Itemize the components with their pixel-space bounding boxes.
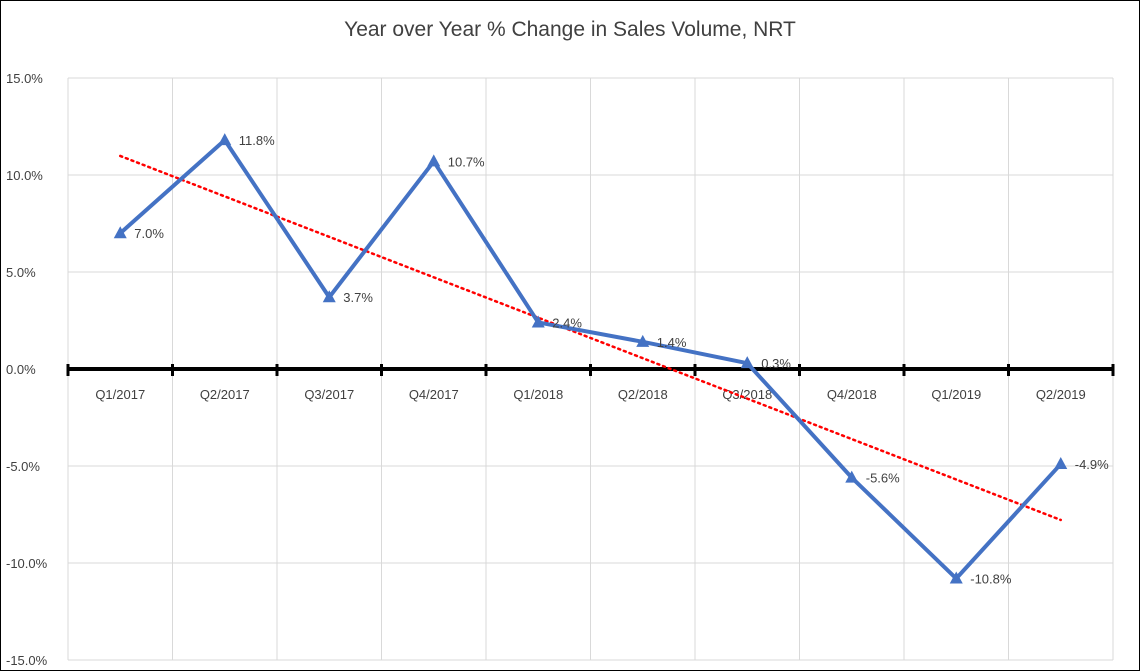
series-line [118, 138, 1063, 581]
x-tick-label: Q2/2019 [1036, 387, 1086, 402]
data-label: 10.7% [448, 154, 485, 169]
data-label: -4.9% [1075, 457, 1109, 472]
triangle-marker [949, 571, 963, 584]
triangle-marker [322, 290, 336, 303]
data-label: 1.4% [657, 335, 687, 350]
data-labels: 7.0% 11.8% 3.7% 10.7% 2.4% 1.4% 0.3% -5.6% -10.8… [134, 133, 1109, 586]
triangle-marker [740, 356, 754, 369]
x-tick-label: Q1/2017 [95, 387, 145, 402]
triangle-marker [531, 315, 545, 328]
y-tick-label: -15.0% [6, 653, 48, 668]
data-label: 7.0% [134, 226, 164, 241]
y-tick-label: 10.0% [6, 168, 43, 183]
x-tick-label: Q4/2018 [827, 387, 877, 402]
triangle-marker [845, 470, 859, 483]
y-tick-label: -10.0% [6, 556, 48, 571]
y-tick-label: 0.0% [6, 362, 36, 377]
y-axis-tick-labels: 15.0% 10.0% 5.0% 0.0% -5.0% -10.0% -15.0% [6, 71, 48, 668]
data-label: 3.7% [343, 290, 373, 305]
data-label: -10.8% [970, 572, 1012, 587]
triangle-marker [427, 154, 441, 167]
x-tick-label: Q1/2019 [931, 387, 981, 402]
y-tick-label: 5.0% [6, 265, 36, 280]
x-tick-label: Q3/2018 [722, 387, 772, 402]
y-tick-label: -5.0% [6, 459, 40, 474]
x-axis [66, 364, 1115, 376]
triangle-marker [636, 334, 650, 347]
data-label: 2.4% [552, 315, 582, 330]
triangle-marker [218, 133, 232, 146]
triangle-marker [113, 226, 127, 239]
series-layer [113, 133, 1068, 584]
triangle-marker [1054, 457, 1068, 470]
x-axis-tick-labels: Q1/2017 Q2/2017 Q3/2017 Q4/2017 Q1/2018 Q2/20… [95, 387, 1085, 402]
x-tick-label: Q2/2018 [618, 387, 668, 402]
data-label: -5.6% [866, 471, 900, 486]
chart-title: Year over Year % Change in Sales Volume,… [344, 18, 796, 41]
x-tick-label: Q3/2017 [304, 387, 354, 402]
data-label: 11.8% [239, 133, 275, 148]
x-tick-label: Q1/2018 [513, 387, 563, 402]
x-tick-label: Q4/2017 [409, 387, 459, 402]
y-tick-label: 15.0% [6, 71, 43, 86]
x-tick-label: Q2/2017 [200, 387, 250, 402]
data-label: 0.3% [761, 356, 791, 371]
